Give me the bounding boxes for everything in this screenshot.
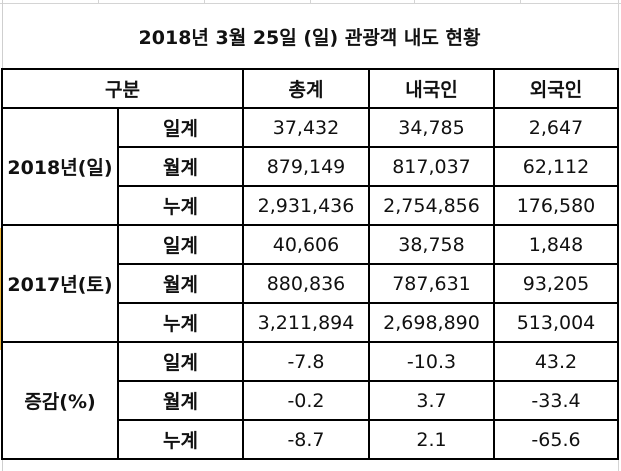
header-domestic: 내국인	[368, 68, 495, 109]
cell-domestic: 3.7	[368, 380, 495, 421]
row-label: 월계	[117, 263, 244, 304]
row-selection-indicator	[0, 228, 2, 350]
cell-foreign: 2,647	[493, 107, 619, 148]
cell-total: 880,836	[242, 263, 370, 304]
cell-foreign: 62,112	[493, 146, 619, 187]
cell-domestic: 2.1	[368, 419, 495, 460]
row-label: 누계	[117, 302, 244, 343]
table-row: 월계 879,149 817,037 62,112	[2, 146, 619, 187]
cell-total: -8.7	[242, 419, 370, 460]
group-label-change: 증감(%)	[1, 341, 119, 460]
table-row: 월계 -0.2 3.7 -33.4	[2, 380, 619, 421]
header-foreign: 외국인	[493, 68, 619, 109]
cell-domestic: 34,785	[368, 107, 495, 148]
table-row: 누계 3,211,894 2,698,890 513,004	[2, 302, 619, 343]
row-label: 누계	[117, 185, 244, 226]
cell-total: 37,432	[242, 107, 370, 148]
group-label-2017: 2017년(토)	[1, 224, 119, 343]
cell-total: -7.8	[242, 341, 370, 382]
row-label: 누계	[117, 419, 244, 460]
table-row: 2018년(일) 일계 37,432 34,785 2,647	[1, 107, 619, 226]
table-row: 누계 2,931,436 2,754,856 176,580	[2, 185, 619, 226]
header-total: 총계	[242, 68, 370, 109]
cell-foreign: 43.2	[493, 341, 619, 382]
table-row: 월계 880,836 787,631 93,205	[2, 263, 619, 304]
table-row: 증감(%) 일계 -7.8 -10.3 43.2	[1, 341, 619, 460]
cell-total: -0.2	[242, 380, 370, 421]
cell-domestic: 787,631	[368, 263, 495, 304]
table-title: 2018년 3월 25일 (일) 관광객 내도 현황	[138, 26, 481, 49]
cell-foreign: 93,205	[493, 263, 619, 304]
row-label: 일계	[117, 224, 244, 265]
cell-foreign: 1,848	[493, 224, 619, 265]
header-row: 구분 총계 내국인 외국인	[1, 68, 619, 109]
cell-total: 3,211,894	[242, 302, 370, 343]
row-label: 월계	[117, 146, 244, 187]
spreadsheet-gridlines-top	[0, 0, 621, 4]
cell-foreign: 513,004	[493, 302, 619, 343]
header-category: 구분	[1, 68, 244, 109]
cell-total: 40,606	[242, 224, 370, 265]
cell-foreign: -65.6	[493, 419, 619, 460]
cell-foreign: -33.4	[493, 380, 619, 421]
row-label: 일계	[117, 107, 244, 148]
tourist-arrivals-table: 구분 총계 내국인 외국인 2018년(일) 일계 37,432 34,785 …	[1, 68, 619, 460]
row-label: 월계	[117, 380, 244, 421]
group-label-2018: 2018년(일)	[1, 107, 119, 226]
cell-total: 2,931,436	[242, 185, 370, 226]
cell-total: 879,149	[242, 146, 370, 187]
table-row: 누계 -8.7 2.1 -65.6	[2, 419, 619, 460]
cell-domestic: 2,754,856	[368, 185, 495, 226]
table-row: 2017년(토) 일계 40,606 38,758 1,848	[1, 224, 619, 343]
cell-domestic: 2,698,890	[368, 302, 495, 343]
cell-domestic: 38,758	[368, 224, 495, 265]
spreadsheet-gridline-right	[618, 0, 621, 471]
cell-domestic: -10.3	[368, 341, 495, 382]
row-label: 일계	[117, 341, 244, 382]
cell-foreign: 176,580	[493, 185, 619, 226]
cell-domestic: 817,037	[368, 146, 495, 187]
